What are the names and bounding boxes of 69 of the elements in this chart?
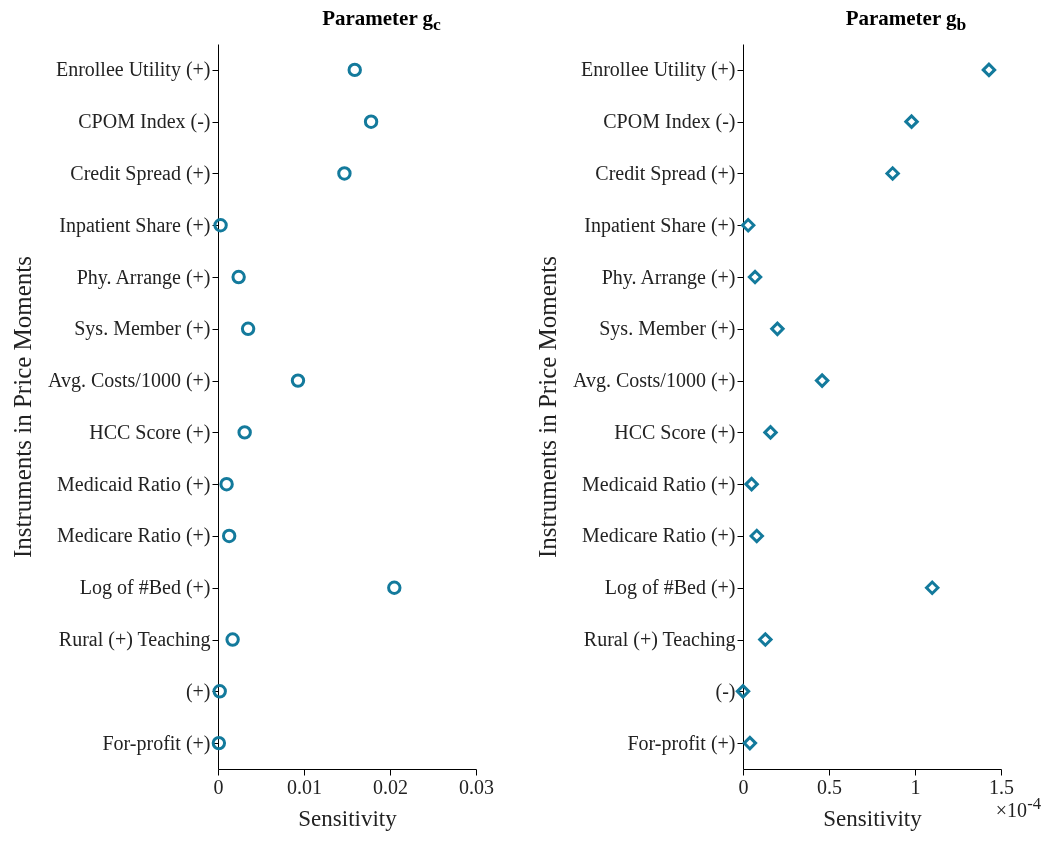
point bbox=[337, 166, 352, 181]
point bbox=[769, 321, 785, 337]
point bbox=[231, 269, 246, 285]
point bbox=[211, 735, 227, 751]
point bbox=[747, 269, 762, 285]
y-tick-label: Medicaid Ratio (+) bbox=[581, 472, 735, 496]
x-tick-label: 0.01 bbox=[287, 775, 322, 798]
y-tick-label: HCC Score (+) bbox=[89, 420, 211, 444]
point bbox=[903, 114, 919, 129]
point bbox=[387, 580, 402, 595]
y-tick-label: CPOM Index (-) bbox=[602, 110, 735, 134]
y-tick-label: Enrollee Utility (+) bbox=[55, 58, 211, 82]
y-tick-label: (+) bbox=[185, 679, 211, 703]
chart-title: Parameter g$_{c}$ bbox=[321, 6, 442, 36]
y-tick-label: Avg. Costs/1000 (+) bbox=[47, 369, 211, 393]
y-tick-label: Log of #Bed (+) bbox=[79, 576, 211, 600]
x-tick-label: 0.5 bbox=[816, 775, 842, 798]
point bbox=[735, 684, 750, 699]
y-tick-label: Sys. Member (+) bbox=[598, 317, 735, 341]
y-tick-label: Phy. Arrange (+) bbox=[601, 265, 735, 289]
x-axis-title: Sensitivity bbox=[298, 805, 398, 831]
y-axis-title: Instruments in Price Moments bbox=[8, 255, 36, 559]
point bbox=[762, 425, 778, 440]
y-tick-label: For-profit (+) bbox=[102, 731, 211, 755]
x-tick-label: 0.02 bbox=[373, 775, 408, 798]
point bbox=[924, 580, 939, 595]
point bbox=[290, 373, 306, 388]
point bbox=[757, 632, 773, 647]
point bbox=[212, 684, 227, 699]
x-axis-title: Sensitivity bbox=[822, 805, 922, 831]
y-tick-label: Sys. Member (+) bbox=[74, 317, 211, 341]
x-tick-label: 0 bbox=[213, 775, 224, 798]
point bbox=[814, 373, 829, 388]
y-tick-label: Medicare Ratio (+) bbox=[581, 524, 735, 548]
y-tick-label: Enrollee Utility (+) bbox=[580, 58, 735, 82]
y-tick-label: Rural (+) Teaching bbox=[58, 628, 211, 652]
point bbox=[347, 62, 362, 78]
point bbox=[225, 632, 240, 647]
y-tick-label: Credit Spread (+) bbox=[594, 161, 735, 185]
y-tick-label: Medicaid Ratio (+) bbox=[57, 472, 211, 496]
point bbox=[742, 735, 757, 751]
y-tick-label: Phy. Arrange (+) bbox=[76, 265, 211, 289]
y-tick-label: Inpatient Share (+) bbox=[583, 213, 735, 237]
point bbox=[749, 528, 764, 544]
point bbox=[221, 528, 237, 544]
point bbox=[213, 218, 228, 233]
y-tick-label: Credit Spread (+) bbox=[70, 161, 211, 185]
y-tick-label: Medicare Ratio (+) bbox=[57, 524, 211, 548]
x-tick-label: 0 bbox=[738, 775, 748, 798]
point bbox=[743, 476, 759, 492]
x-tick-label: 0.03 bbox=[459, 775, 494, 798]
chart-title: Parameter g$_{b}$ bbox=[844, 6, 968, 36]
point bbox=[884, 166, 900, 181]
y-tick-label: Rural (+) Teaching bbox=[583, 628, 735, 652]
y-tick-label: Avg. Costs/1000 (+) bbox=[572, 369, 735, 393]
point bbox=[237, 425, 252, 440]
y-axis-title: Instruments in Price Moments bbox=[533, 255, 561, 559]
point bbox=[219, 476, 234, 492]
point bbox=[363, 114, 379, 129]
x-tick-label: 1 bbox=[910, 775, 920, 798]
y-tick-label: Log of #Bed (+) bbox=[604, 576, 735, 600]
y-tick-label: (-) bbox=[715, 679, 735, 703]
y-tick-label: HCC Score (+) bbox=[613, 420, 735, 444]
y-tick-label: Inpatient Share (+) bbox=[59, 213, 211, 237]
y-tick-label: CPOM Index (-) bbox=[78, 110, 211, 134]
point bbox=[981, 62, 996, 78]
point bbox=[740, 218, 755, 233]
y-tick-label: For-profit (+) bbox=[626, 731, 735, 755]
point bbox=[240, 321, 256, 337]
